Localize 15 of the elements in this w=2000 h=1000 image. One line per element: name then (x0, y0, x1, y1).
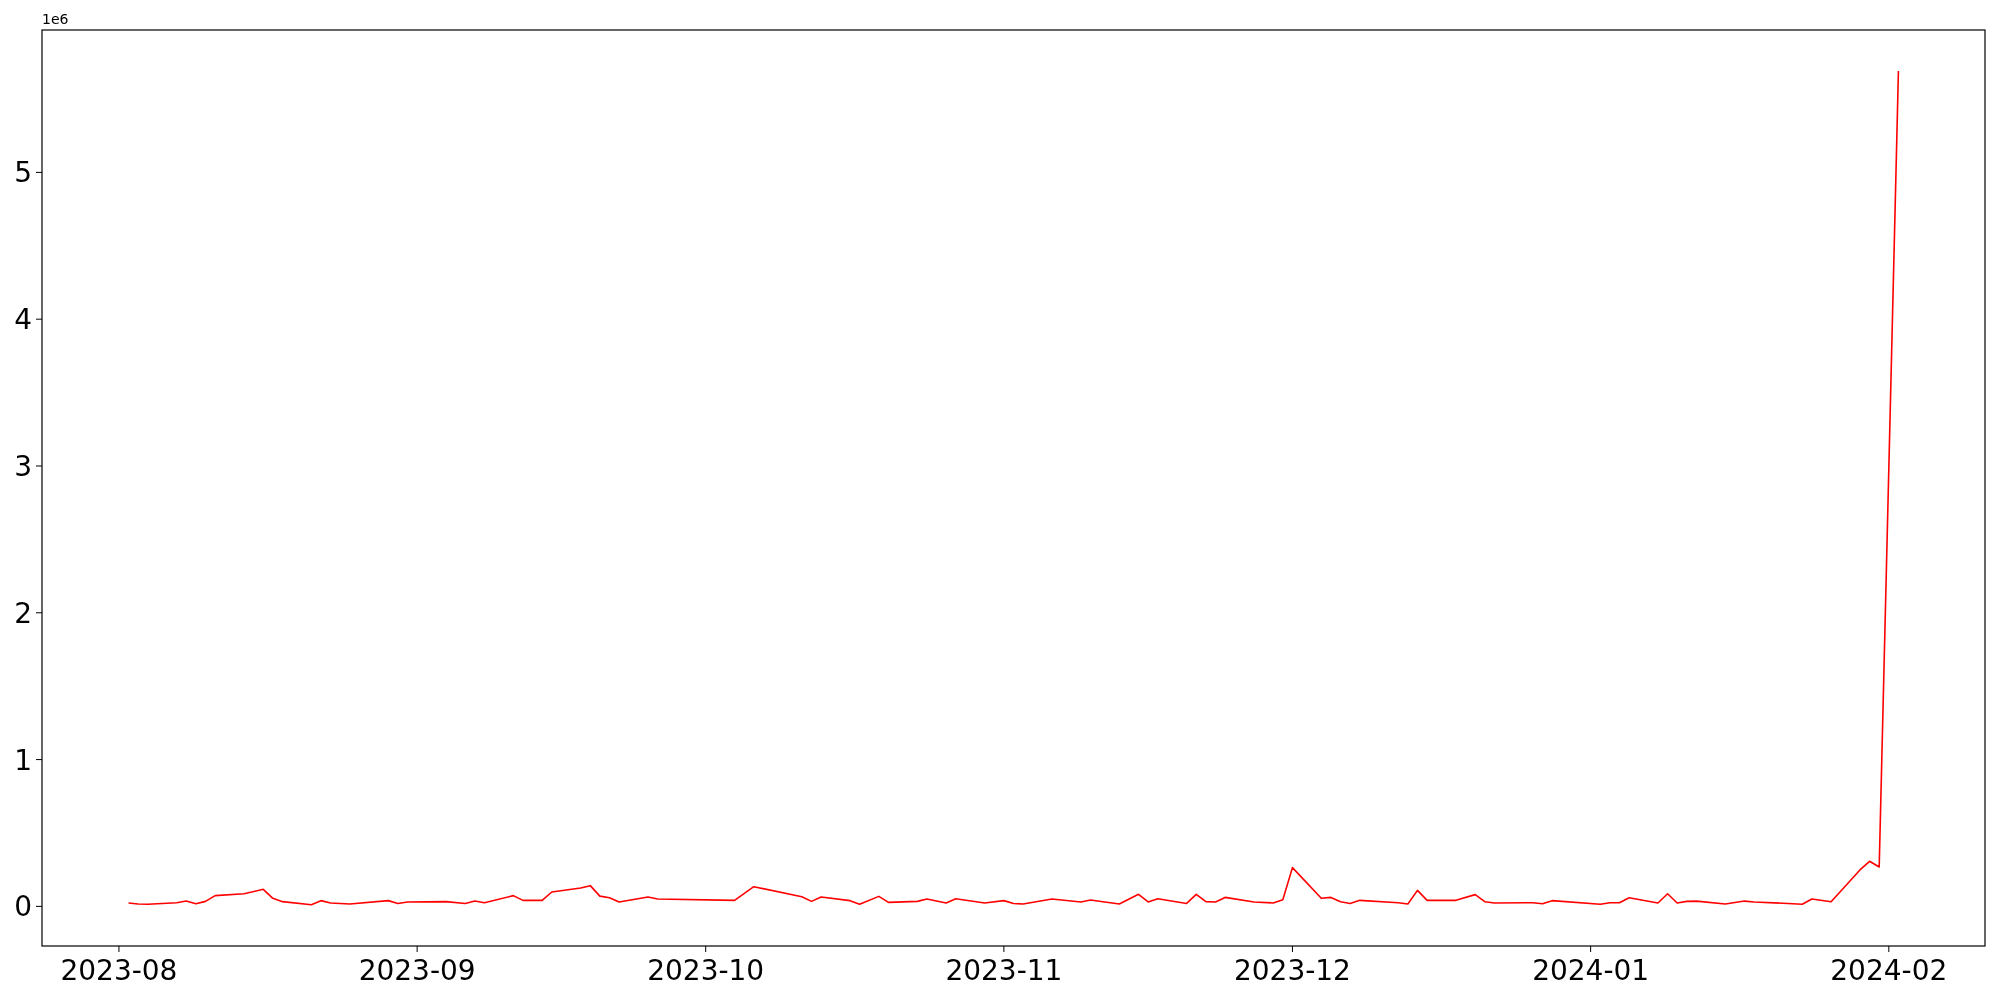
x-tick-label: 2023-12 (1233, 954, 1351, 987)
x-tick-label: 2024-02 (1830, 954, 1948, 987)
y-tick-label: 5 (14, 156, 32, 190)
line-series (127, 70, 1900, 906)
x-tick-label: 2023-10 (647, 954, 765, 987)
x-tick-label: 2023-11 (945, 954, 1063, 987)
x-tick-label: 2023-09 (358, 954, 476, 987)
text: 1e6 (42, 11, 69, 27)
y-tick-label: 2 (14, 596, 32, 630)
y-tick-label: 0 (14, 890, 32, 924)
x-tick-label: 2023-08 (60, 954, 178, 987)
y-tick-label: 4 (14, 303, 32, 337)
y-tick-label: 3 (14, 449, 32, 483)
y-tick-label: 1 (14, 743, 32, 777)
x-tick-label: 2024-01 (1532, 954, 1650, 987)
